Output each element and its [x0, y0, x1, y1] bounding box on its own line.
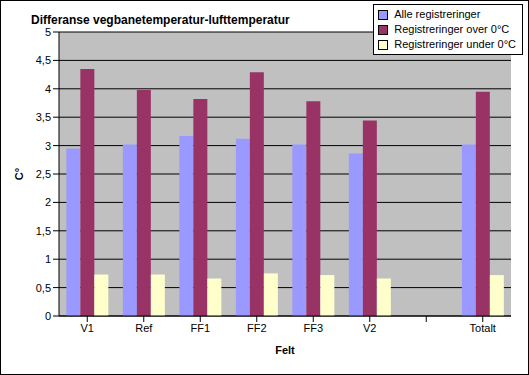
html-text:Differanse vegbanetemperatur-l: Differanse vegbanetemperatur-lufttempera…: [31, 13, 290, 27]
svg-text:V2: V2: [363, 322, 376, 334]
html-text:Registreringer over 0°C: Registreringer over 0°C: [394, 23, 510, 35]
svg-text:FF1: FF1: [190, 322, 210, 334]
svg-text:3: 3: [45, 140, 51, 152]
svg-text:Totalt: Totalt: [470, 322, 496, 334]
svg-text:V1: V1: [81, 322, 94, 334]
svg-text:5: 5: [45, 26, 51, 38]
svg-text:Felt: Felt: [275, 344, 295, 356]
svg-text:3,5: 3,5: [36, 111, 51, 123]
svg-text:4: 4: [45, 83, 51, 95]
svg-text:1,5: 1,5: [36, 225, 51, 237]
svg-text:4,5: 4,5: [36, 54, 51, 66]
html-text:Alle registreringer: Alle registreringer: [394, 8, 481, 20]
svg-text:Ref: Ref: [135, 322, 153, 334]
svg-text:C°: C°: [13, 168, 25, 180]
svg-text:0,5: 0,5: [36, 282, 51, 294]
svg-text:0: 0: [45, 310, 51, 322]
svg-text:FF3: FF3: [303, 322, 323, 334]
svg-text:1: 1: [45, 253, 51, 265]
html-text:Registreringer under 0°C: Registreringer under 0°C: [394, 38, 516, 50]
svg-text:FF2: FF2: [247, 322, 267, 334]
svg-text:2,5: 2,5: [36, 168, 51, 180]
svg-text:2: 2: [45, 196, 51, 208]
